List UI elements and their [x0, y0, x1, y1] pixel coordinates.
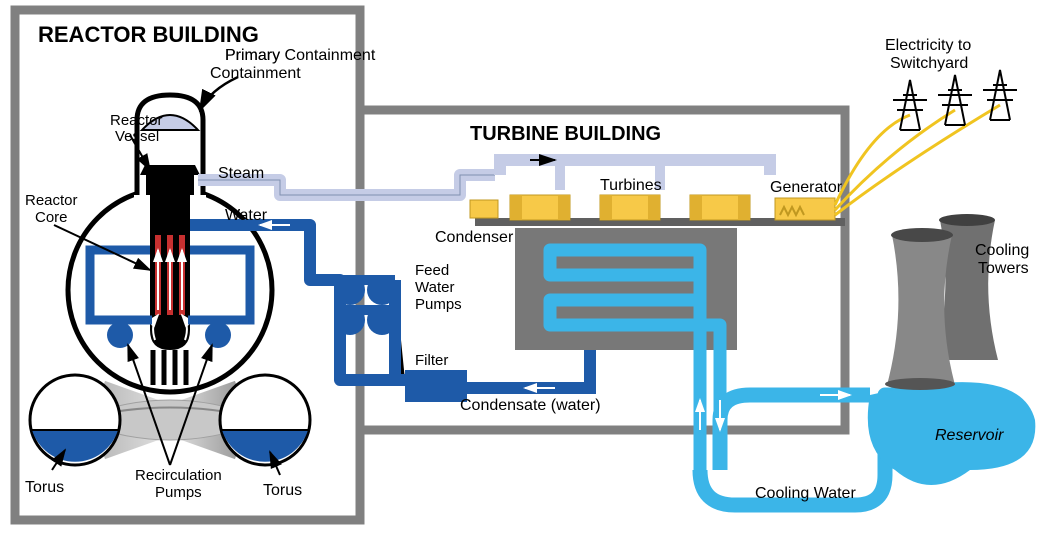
svg-text:Electricity to: Electricity to	[885, 37, 971, 54]
svg-text:Vessel: Vessel	[115, 128, 159, 145]
svg-text:Towers: Towers	[978, 260, 1029, 277]
turbine-building-title: TURBINE BUILDING	[470, 123, 661, 145]
svg-text:Primary: Primary	[225, 47, 280, 64]
label-condensate: Condensate (water)	[460, 397, 601, 414]
label-filter: Filter	[415, 352, 448, 369]
generator	[775, 198, 835, 220]
reactor-building-title: REACTOR BUILDING	[38, 22, 259, 47]
switchyard	[835, 70, 1017, 215]
cooling-towers	[885, 214, 998, 390]
filter-box	[405, 370, 467, 402]
svg-text:Water: Water	[415, 279, 454, 296]
label-turbines: Turbines	[600, 177, 662, 194]
label-condenser: Condenser	[435, 229, 514, 246]
label-cooling-water: Cooling Water	[755, 485, 856, 502]
svg-text:Switchyard: Switchyard	[890, 55, 968, 72]
svg-text:Cooling: Cooling	[975, 242, 1029, 259]
svg-text:Core: Core	[35, 209, 68, 226]
svg-text:Containment: Containment	[210, 65, 301, 82]
torus-left	[30, 375, 120, 465]
turbines	[510, 195, 750, 220]
label-steam: Steam	[218, 165, 264, 182]
svg-text:Reactor: Reactor	[110, 112, 163, 129]
label-reservoir: Reservoir	[935, 427, 1004, 444]
svg-text:Feed: Feed	[415, 262, 449, 279]
svg-text:Recirculation: Recirculation	[135, 467, 222, 484]
label-generator: Generator	[770, 179, 843, 196]
svg-text:Pumps: Pumps	[415, 296, 462, 313]
svg-text:Reactor: Reactor	[25, 192, 78, 209]
torus-right	[220, 375, 310, 465]
label-torus-left: Torus	[25, 479, 64, 496]
label-water: Water	[225, 207, 268, 224]
svg-text:Pumps: Pumps	[155, 484, 202, 501]
label-torus-right: Torus	[263, 482, 302, 499]
